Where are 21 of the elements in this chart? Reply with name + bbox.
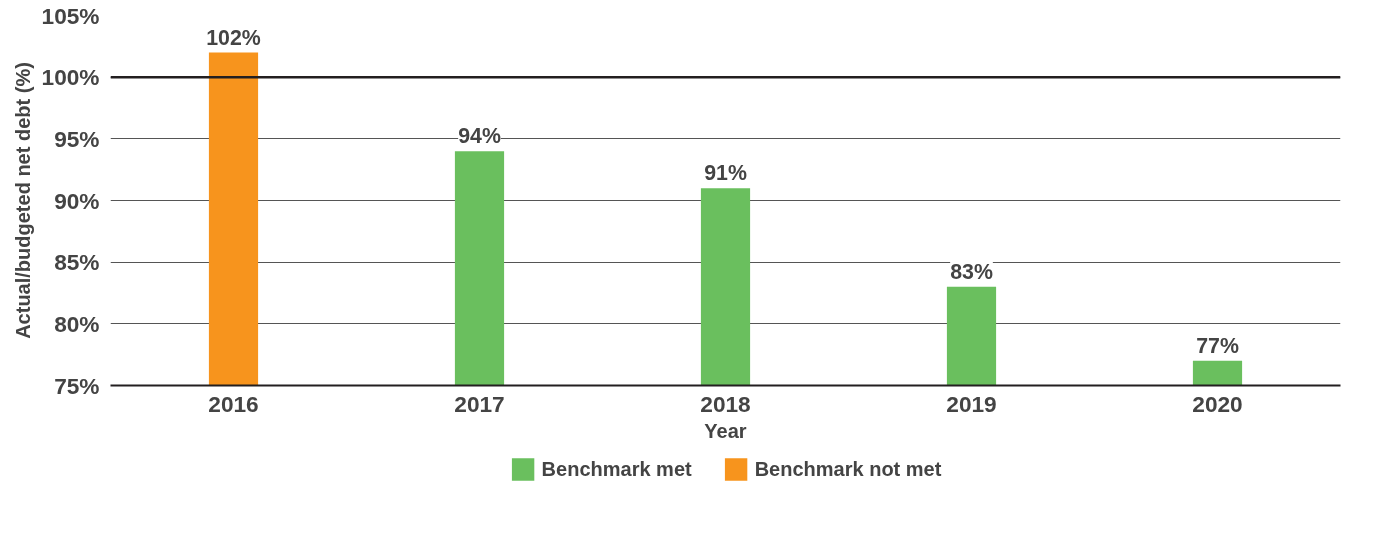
y-tick-label: 80% xyxy=(54,310,100,337)
x-tick-label: 2016 xyxy=(208,390,259,417)
y-tick-label: 105% xyxy=(41,2,100,29)
y-tick-label: 90% xyxy=(54,187,100,214)
data-label: 91% xyxy=(704,161,747,186)
x-tick-label: 2019 xyxy=(946,390,997,417)
y-tick-label: 75% xyxy=(54,372,100,399)
legend-label: Benchmark not met xyxy=(754,457,942,481)
y-axis-title: Actual/budgeted net debt (%) xyxy=(11,62,34,339)
x-axis-title: Year xyxy=(704,419,747,442)
data-label: 77% xyxy=(1196,333,1239,358)
data-label: 83% xyxy=(950,259,993,284)
legend-label: Benchmark met xyxy=(541,457,692,481)
y-tick-label: 85% xyxy=(54,249,100,276)
x-tick-label: 2020 xyxy=(1192,390,1243,417)
y-tick-label: 100% xyxy=(41,64,100,91)
y-tick-label: 95% xyxy=(54,125,100,152)
data-label: 102% xyxy=(206,25,261,50)
data-label: 94% xyxy=(458,124,501,149)
x-tick-label: 2018 xyxy=(700,390,751,417)
x-tick-label: 2017 xyxy=(454,390,505,417)
